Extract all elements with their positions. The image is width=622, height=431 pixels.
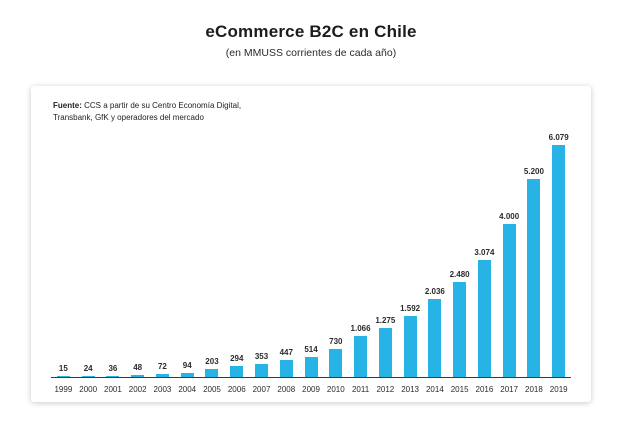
bar-value-label: 1.592 (400, 304, 421, 313)
bar (403, 316, 417, 377)
source-note: Fuente: CCS a partir de su Centro Econom… (53, 100, 243, 123)
bar-group: 94 (175, 116, 200, 377)
bar (205, 369, 219, 377)
bar (453, 282, 467, 377)
chart-card: Fuente: CCS a partir de su Centro Econom… (31, 86, 591, 402)
bar-value-label: 203 (205, 357, 219, 366)
bar-group: 353 (249, 116, 274, 377)
bar (180, 373, 194, 377)
x-axis-tick-label: 2018 (525, 385, 543, 394)
bar-group: 514 (299, 116, 324, 377)
plot-area: Fuente: CCS a partir de su Centro Econom… (51, 98, 571, 396)
source-label: Fuente: (53, 101, 82, 110)
bar-group: 72 (150, 116, 175, 377)
bar-value-label: 2.480 (449, 270, 470, 279)
source-text: CCS a partir de su Centro Economía Digit… (53, 101, 242, 122)
bar (378, 328, 392, 377)
bar-group: 1.275 (373, 116, 398, 377)
bar-group: 24 (76, 116, 101, 377)
bar-value-label: 1.275 (375, 316, 396, 325)
bar (552, 145, 566, 377)
chart-title: eCommerce B2C en Chile (205, 22, 417, 41)
x-axis-tick-label: 2015 (450, 385, 469, 394)
bar (354, 336, 368, 377)
bar-group: 1.592 (398, 116, 423, 377)
bar (428, 299, 442, 377)
bar-group: 1.066 (348, 116, 373, 377)
bar-group: 5.200 (522, 116, 547, 377)
bar (477, 260, 491, 377)
bar-value-label: 514 (304, 345, 318, 354)
bar-group: 294 (224, 116, 249, 377)
bar-value-label: 15 (58, 364, 68, 373)
bar-value-label: 3.074 (474, 248, 495, 257)
bar (255, 364, 268, 377)
bar-value-label: 24 (83, 364, 93, 373)
bar-value-label: 4.000 (499, 212, 520, 221)
x-axis-tick-label: 2007 (252, 385, 271, 394)
bar-group: 2.480 (447, 116, 472, 377)
bar (329, 349, 343, 377)
x-axis-tick-label: 2017 (500, 385, 519, 394)
bar-value-label: 2.036 (424, 287, 445, 296)
x-axis-tick-label: 2011 (351, 385, 370, 394)
bar (279, 360, 293, 377)
x-axis-tick-label: 2001 (104, 385, 122, 394)
x-axis-tick-label: 2008 (277, 385, 296, 394)
bar-group: 3.074 (472, 116, 497, 377)
x-axis-tick-label: 2000 (79, 385, 98, 394)
x-axis-tick-label: 2012 (376, 385, 395, 394)
bar-value-label: 353 (254, 352, 269, 361)
x-axis-tick-label: 2013 (401, 385, 419, 394)
bar-group: 203 (200, 116, 225, 377)
x-axis-tick-label: 2003 (153, 385, 172, 394)
bar-value-label: 1.066 (350, 324, 371, 333)
bar-group: 2.036 (422, 116, 447, 377)
chart-header: eCommerce B2C en Chile (en MMUSS corrien… (0, 0, 622, 59)
bar-value-label: 48 (133, 363, 143, 372)
bar-group: 4.000 (497, 116, 522, 377)
bar-group: 48 (125, 116, 150, 377)
bar-value-label: 72 (157, 362, 167, 371)
bar-value-label: 5.200 (523, 167, 544, 176)
bar (230, 366, 244, 377)
bar-group: 36 (101, 116, 126, 377)
bar-group: 15 (51, 116, 76, 377)
x-axis-tick-label: 2010 (326, 385, 345, 394)
bar-value-label: 36 (108, 364, 118, 373)
x-axis-tick-label: 2006 (227, 385, 246, 394)
bar-group: 6.079 (546, 116, 571, 377)
bar (304, 357, 318, 377)
x-axis-tick-label: 2005 (203, 385, 221, 394)
bar-value-label: 294 (230, 354, 244, 363)
bar-value-label: 730 (329, 337, 343, 346)
x-axis-tick-label: 2019 (549, 385, 568, 394)
bar (155, 374, 169, 377)
bars-row: 15 24 36 48 72 94 203 294 353 447 514 730 1.066 1.275… (51, 116, 571, 378)
bar (502, 224, 516, 377)
bar-value-label: 94 (182, 361, 192, 370)
chart-subtitle: (en MMUSS corrientes de cada año) (225, 47, 397, 59)
bar-value-label: 6.079 (548, 133, 569, 142)
years-row: 1999 2000 2001 2002 2003 2004 2005 2006 2007 2008… (51, 385, 571, 394)
x-axis-tick-label: 2014 (425, 385, 444, 394)
bar (56, 376, 70, 377)
x-axis-tick-label: 1999 (54, 385, 73, 394)
bar (81, 376, 95, 377)
bar-value-label: 447 (279, 348, 293, 357)
bar-group: 447 (274, 116, 299, 377)
bar-group: 730 (323, 116, 348, 377)
bar (131, 375, 145, 377)
bar (527, 179, 541, 377)
x-axis-tick-label: 2002 (128, 385, 147, 394)
x-axis-tick-label: 2004 (178, 385, 197, 394)
bar (106, 376, 120, 377)
x-axis-tick-label: 2016 (475, 385, 494, 394)
x-axis-tick-label: 2009 (302, 385, 320, 394)
